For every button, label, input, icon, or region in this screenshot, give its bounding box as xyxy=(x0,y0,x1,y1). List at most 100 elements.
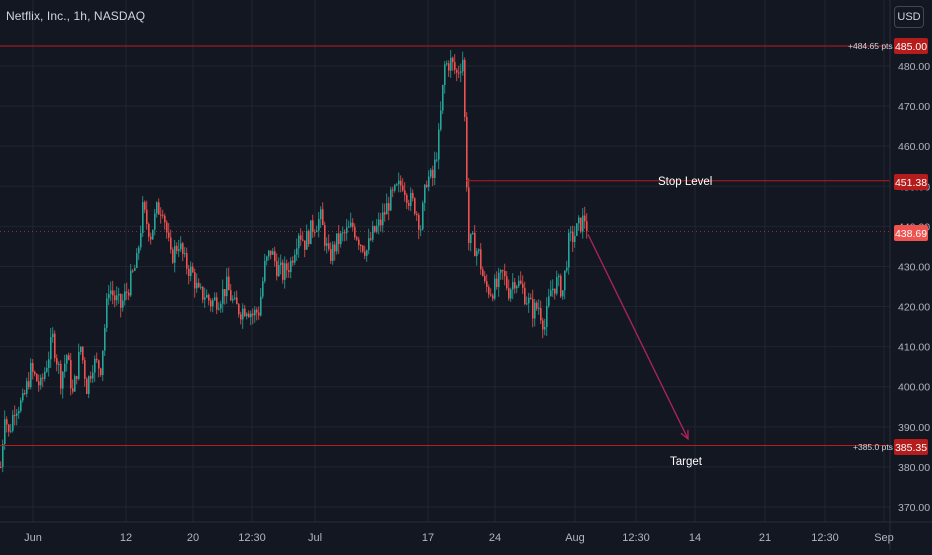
candle-body[interactable] xyxy=(222,289,224,304)
currency-button[interactable]: USD xyxy=(894,6,924,28)
candle-body[interactable] xyxy=(48,359,50,368)
candle-body[interactable] xyxy=(432,169,434,179)
candle-body[interactable] xyxy=(310,220,312,245)
candle-body[interactable] xyxy=(78,352,80,380)
candle-body[interactable] xyxy=(216,297,218,310)
candle-body[interactable] xyxy=(128,292,130,296)
candle-body[interactable] xyxy=(62,371,64,389)
candle-body[interactable] xyxy=(272,251,274,255)
candle-body[interactable] xyxy=(498,272,500,287)
candle-body[interactable] xyxy=(334,244,336,252)
candle-body[interactable] xyxy=(308,230,310,245)
candle-body[interactable] xyxy=(382,212,384,226)
candle-body[interactable] xyxy=(112,290,114,296)
candle-body[interactable] xyxy=(54,333,56,359)
candle-body[interactable] xyxy=(540,308,542,321)
candle-body[interactable] xyxy=(442,84,444,111)
candle-body[interactable] xyxy=(324,225,326,246)
candle-body[interactable] xyxy=(316,230,318,232)
candle-body[interactable] xyxy=(190,266,192,276)
candle-body[interactable] xyxy=(38,381,40,386)
candle-body[interactable] xyxy=(226,276,228,297)
candle-body[interactable] xyxy=(544,327,546,330)
candle-body[interactable] xyxy=(388,203,390,211)
candle-body[interactable] xyxy=(558,275,560,278)
candle-body[interactable] xyxy=(394,184,396,191)
candle-body[interactable] xyxy=(494,278,496,299)
candle-body[interactable] xyxy=(214,297,216,301)
candle-body[interactable] xyxy=(138,247,140,254)
candle-body[interactable] xyxy=(204,297,206,300)
candle-body[interactable] xyxy=(72,388,74,392)
candle-body[interactable] xyxy=(278,265,280,277)
candle-body[interactable] xyxy=(16,413,18,416)
candle-body[interactable] xyxy=(322,209,324,226)
candle-body[interactable] xyxy=(342,232,344,234)
candle-body[interactable] xyxy=(518,280,520,287)
candle-body[interactable] xyxy=(280,262,282,266)
candle-body[interactable] xyxy=(460,71,462,73)
candle-body[interactable] xyxy=(124,291,126,301)
candle-body[interactable] xyxy=(562,290,564,297)
candle-body[interactable] xyxy=(182,243,184,255)
candle-body[interactable] xyxy=(428,176,430,187)
candle-body[interactable] xyxy=(168,232,170,238)
candle-body[interactable] xyxy=(572,231,574,243)
candle-body[interactable] xyxy=(474,232,476,257)
candle-body[interactable] xyxy=(552,288,554,291)
candle-body[interactable] xyxy=(404,190,406,195)
candle-body[interactable] xyxy=(122,300,124,308)
candle-body[interactable] xyxy=(274,251,276,262)
candle-body[interactable] xyxy=(476,251,478,257)
candle-body[interactable] xyxy=(436,159,438,161)
candle-body[interactable] xyxy=(262,281,264,297)
candle-body[interactable] xyxy=(84,360,86,379)
candle-body[interactable] xyxy=(554,288,556,294)
candle-body[interactable] xyxy=(522,283,524,288)
candle-body[interactable] xyxy=(126,291,128,293)
candle-body[interactable] xyxy=(114,295,116,301)
candle-body[interactable] xyxy=(502,270,504,272)
candle-body[interactable] xyxy=(534,302,536,319)
projection-arrow-line[interactable] xyxy=(587,234,689,440)
candle-body[interactable] xyxy=(92,372,94,379)
candle-body[interactable] xyxy=(396,184,398,186)
candle-body[interactable] xyxy=(110,290,112,295)
candle-body[interactable] xyxy=(40,377,42,386)
candle-body[interactable] xyxy=(282,262,284,280)
candle-body[interactable] xyxy=(452,57,454,63)
candle-body[interactable] xyxy=(194,272,196,289)
candle-body[interactable] xyxy=(58,363,60,365)
candle-body[interactable] xyxy=(586,221,588,232)
candle-body[interactable] xyxy=(418,215,420,230)
candle-body[interactable] xyxy=(196,282,198,289)
candle-body[interactable] xyxy=(362,245,364,252)
candle-body[interactable] xyxy=(26,381,28,394)
candle-body[interactable] xyxy=(236,297,238,305)
candle-body[interactable] xyxy=(140,233,142,248)
candle-body[interactable] xyxy=(328,243,330,250)
candle-body[interactable] xyxy=(376,225,378,232)
candle-body[interactable] xyxy=(260,296,262,316)
candle-body[interactable] xyxy=(298,235,300,249)
candle-body[interactable] xyxy=(174,245,176,263)
candle-body[interactable] xyxy=(520,280,522,284)
candle-body[interactable] xyxy=(402,185,404,191)
candle-body[interactable] xyxy=(330,249,332,261)
candle-body[interactable] xyxy=(336,233,338,252)
candle-body[interactable] xyxy=(294,254,296,263)
candle-body[interactable] xyxy=(104,327,106,351)
candle-body[interactable] xyxy=(230,290,232,301)
candle-body[interactable] xyxy=(580,217,582,232)
candle-body[interactable] xyxy=(68,355,70,361)
candle-body[interactable] xyxy=(354,226,356,238)
candle-body[interactable] xyxy=(258,312,260,316)
candle-body[interactable] xyxy=(70,360,72,389)
candle-body[interactable] xyxy=(430,169,432,177)
candle-body[interactable] xyxy=(536,302,538,309)
candle-body[interactable] xyxy=(296,248,298,255)
candle-body[interactable] xyxy=(224,289,226,297)
candle-body[interactable] xyxy=(184,253,186,255)
candle-body[interactable] xyxy=(246,313,248,317)
candle-body[interactable] xyxy=(576,223,578,236)
